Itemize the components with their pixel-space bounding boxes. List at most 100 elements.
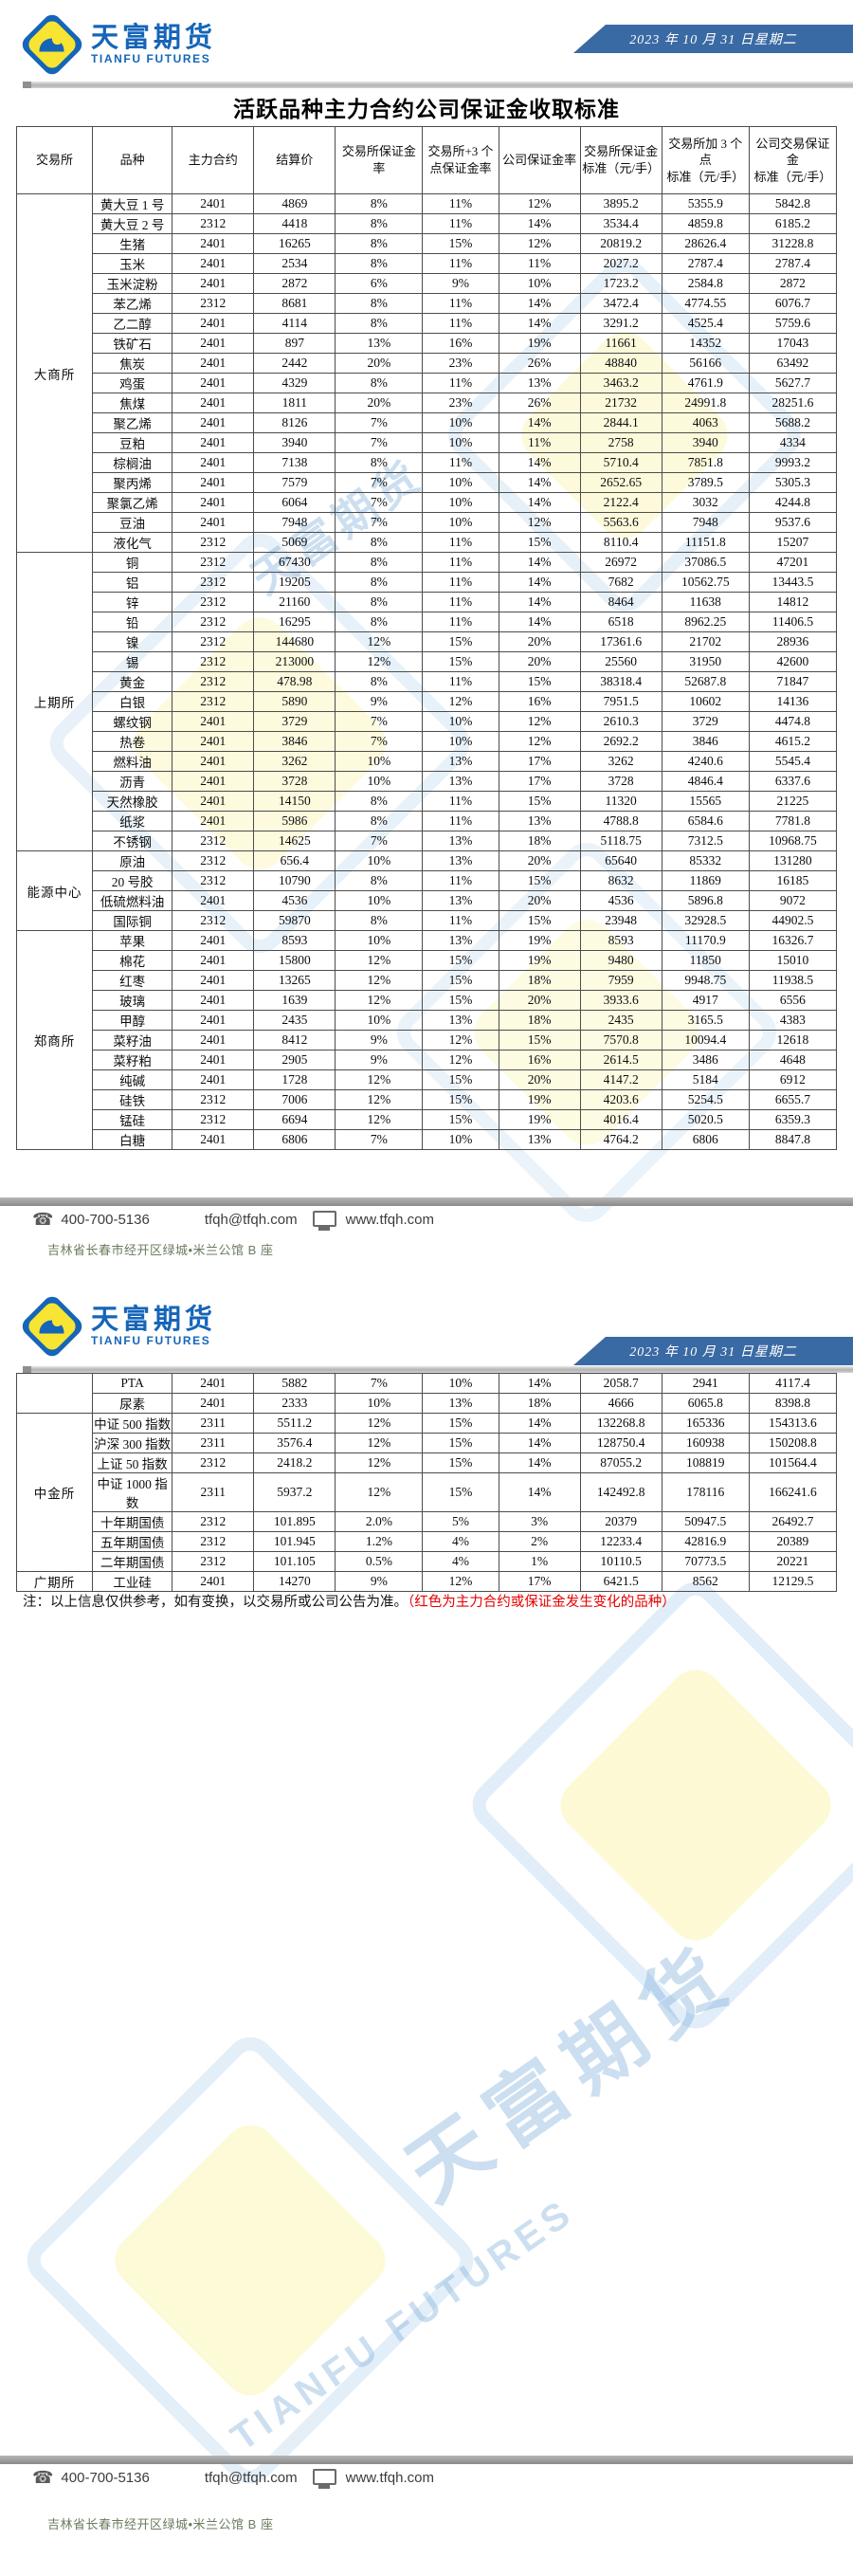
- note-red-text: （红色为主力合约或保证金发生变化的品种）: [408, 1595, 676, 1610]
- cell: 21702: [661, 631, 750, 652]
- cell: 3486: [661, 1050, 750, 1070]
- cell: 132268.8: [579, 1413, 662, 1434]
- table-row: 聚氯乙烯 2401 6064 7% 10% 14% 2122.4 3032 4244.8: [17, 492, 838, 513]
- cell: 2401: [172, 890, 255, 911]
- cell: 11%: [422, 592, 499, 612]
- cell: 12%: [335, 950, 424, 971]
- cell: 12129.5: [748, 1571, 838, 1592]
- cell: 13%: [422, 890, 499, 911]
- cell: 2401: [172, 233, 255, 254]
- cell: 8593: [253, 930, 336, 951]
- cell: 2311: [172, 1472, 255, 1512]
- cell: 10094.4: [661, 1030, 750, 1050]
- cell: 4114: [253, 313, 336, 334]
- cell: 4761.9: [661, 373, 750, 393]
- cell: 14%: [498, 472, 581, 493]
- cell: 101564.4: [748, 1452, 838, 1473]
- cell: 2312: [172, 612, 255, 632]
- company-address: 吉林省长春市经开区绿城•米兰公馆 B 座: [47, 2517, 274, 2531]
- cell: 2401: [172, 492, 255, 513]
- cell: 12%: [498, 711, 581, 732]
- cell: 8412: [253, 1030, 336, 1050]
- cell: 热卷: [92, 731, 173, 752]
- cell: 15800: [253, 950, 336, 971]
- cell: 20%: [498, 990, 581, 1011]
- cell: 3940: [253, 432, 336, 453]
- cell: 11%: [498, 253, 581, 274]
- table-row: 液化气 2312 5069 8% 11% 15% 8110.4 11151.8 15207: [17, 532, 838, 553]
- margin-table-page2: PTA 2401 5882 7% 10% 14% 2058.7 2941 4117.4 尿素 240…: [15, 1373, 838, 1592]
- cell: 6694: [253, 1109, 336, 1130]
- cell: 3291.2: [579, 313, 662, 334]
- table-row: 纸浆 2401 5986 8% 11% 13% 4788.8 6584.6 7781.8: [17, 811, 838, 831]
- cell: 2311: [172, 1413, 255, 1434]
- cell: 12%: [422, 1571, 499, 1592]
- table-row: 苯乙烯 2312 8681 8% 11% 14% 3472.4 4774.55 6076.7: [17, 293, 838, 314]
- cell: 9993.2: [748, 452, 838, 473]
- cell: 5759.6: [748, 313, 838, 334]
- cell: 3729: [253, 711, 336, 732]
- cell: 16%: [422, 333, 499, 354]
- cell: 142492.8: [579, 1472, 662, 1512]
- cell: 213000: [253, 651, 336, 672]
- cell: 2312: [172, 552, 255, 573]
- cell: 17%: [498, 771, 581, 792]
- company-logo: 天富期货 TIANFU FUTURES: [15, 1291, 216, 1361]
- cell: 2312: [172, 532, 255, 553]
- cell: 2787.4: [661, 253, 750, 274]
- cell: 3472.4: [579, 293, 662, 314]
- monitor-icon: [312, 1211, 336, 1227]
- cell: 8%: [335, 552, 424, 573]
- brand-name-cn: 天富期货: [91, 1304, 217, 1335]
- cell: 棕榈油: [92, 452, 173, 473]
- cell: 7570.8: [579, 1030, 662, 1050]
- table-row: 燃料油 2401 3262 10% 13% 17% 3262 4240.6 5545.4: [17, 751, 838, 772]
- cell: 14150: [253, 791, 336, 812]
- cell: 16295: [253, 612, 336, 632]
- cell: 低硫燃料油: [92, 890, 173, 911]
- cell: 2401: [172, 333, 255, 354]
- cell: 10562.75: [661, 572, 750, 593]
- cell: 2401: [172, 791, 255, 812]
- cell: 11%: [422, 910, 499, 931]
- cell: 2312: [172, 870, 255, 891]
- cell: 黄金: [92, 671, 173, 692]
- cell: 47201: [748, 552, 838, 573]
- cell: 13%: [422, 850, 499, 871]
- table-row: 棕榈油 2401 7138 8% 11% 14% 5710.4 7851.8 9993.2: [17, 452, 838, 473]
- page-title: 活跃品种主力合约公司保证金收取标准: [233, 97, 620, 121]
- cell: 13%: [422, 771, 499, 792]
- cell: 13%: [498, 811, 581, 831]
- cell: 1%: [498, 1551, 581, 1572]
- cell: 12%: [498, 193, 581, 214]
- cell: 4244.8: [748, 492, 838, 513]
- cell: 1811: [253, 393, 336, 413]
- table-row: 聚乙烯 2401 8126 7% 10% 14% 2844.1 4063 5688.2: [17, 412, 838, 433]
- cell: 6065.8: [661, 1393, 750, 1414]
- table-row: 棉花 2401 15800 12% 15% 19% 9480 11850 15010: [17, 950, 838, 971]
- cell: 10%: [422, 1373, 499, 1394]
- table-row: 玉米 2401 2534 8% 11% 11% 2027.2 2787.4 2787.4: [17, 253, 838, 274]
- cell: 10%: [422, 731, 499, 752]
- cell: 14%: [498, 552, 581, 573]
- cell: 7312.5: [661, 831, 750, 851]
- cell: 2312: [172, 651, 255, 672]
- cell: 7%: [335, 412, 424, 433]
- cell: 59870: [253, 910, 336, 931]
- cell: 2312: [172, 1531, 255, 1552]
- cell: 8%: [335, 452, 424, 473]
- cell: 8%: [335, 373, 424, 393]
- cell: 不锈钢: [92, 831, 173, 851]
- cell: 12%: [422, 1030, 499, 1050]
- contact-line: ☎ 400-700-5136 tfqh@tfqh.com www.tfqh.co…: [32, 2468, 434, 2488]
- cell: 13%: [422, 751, 499, 772]
- exchange-label: [15, 1373, 94, 1414]
- cell: 5842.8: [748, 193, 838, 214]
- cell: 10602: [661, 691, 750, 712]
- cell: 10968.75: [748, 831, 838, 851]
- column-header: 交易所保证金 标准（元/手）: [579, 126, 662, 194]
- cell: 28936: [748, 631, 838, 652]
- cell: 12%: [335, 1109, 424, 1130]
- cell: 897: [253, 333, 336, 354]
